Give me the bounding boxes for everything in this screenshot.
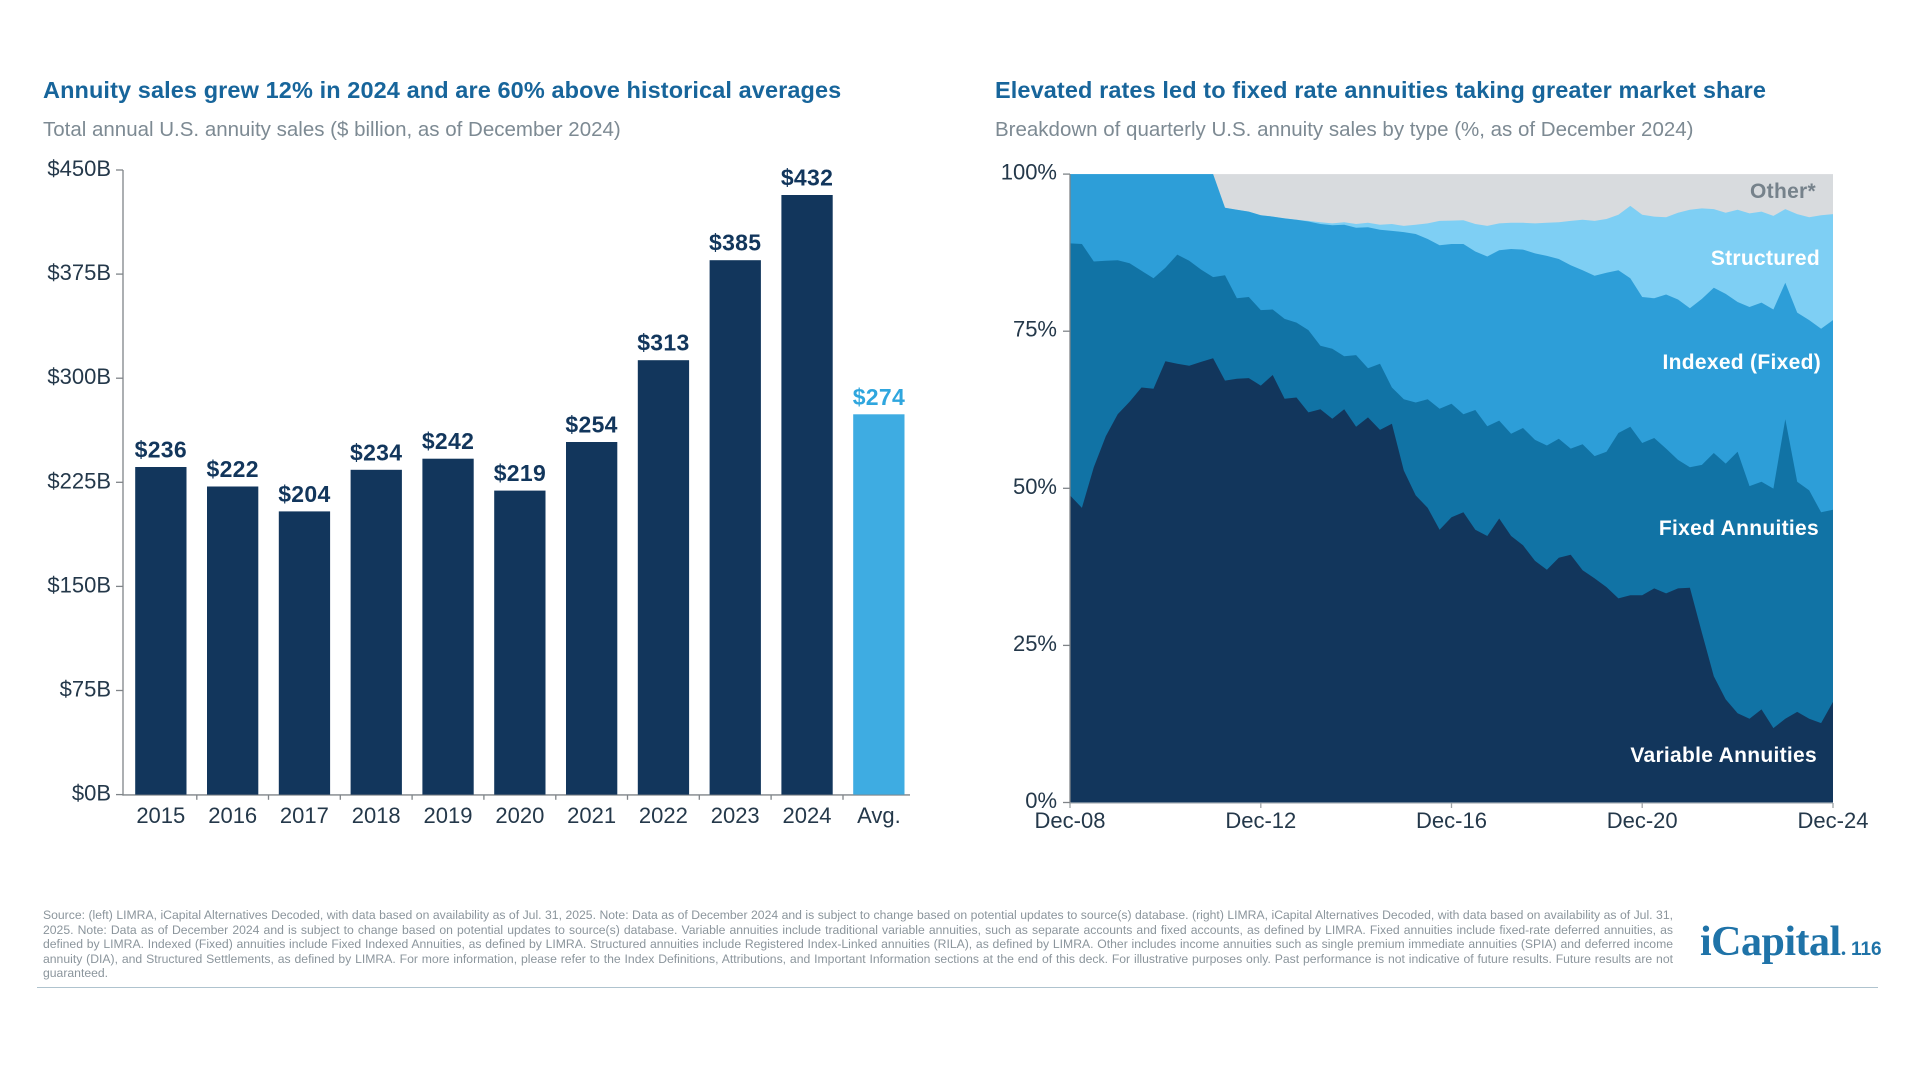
svg-text:$254: $254 [565, 412, 617, 438]
svg-text:Dec-16: Dec-16 [1416, 808, 1487, 833]
svg-text:2021: 2021 [567, 803, 616, 828]
svg-text:$450B: $450B [47, 156, 111, 181]
svg-text:2017: 2017 [280, 803, 329, 828]
svg-text:Dec-12: Dec-12 [1225, 808, 1296, 833]
svg-text:2020: 2020 [495, 803, 544, 828]
svg-text:$234: $234 [350, 439, 402, 465]
svg-text:25%: 25% [1013, 631, 1057, 656]
svg-text:$204: $204 [278, 481, 330, 507]
svg-text:Structured: Structured [1711, 247, 1820, 270]
svg-text:Fixed Annuities: Fixed Annuities [1659, 517, 1819, 540]
svg-text:Dec-24: Dec-24 [1798, 808, 1869, 833]
svg-text:$242: $242 [422, 428, 474, 454]
svg-text:2019: 2019 [424, 803, 473, 828]
svg-text:$219: $219 [494, 460, 546, 486]
svg-text:$75B: $75B [60, 677, 111, 702]
svg-text:2018: 2018 [352, 803, 401, 828]
svg-text:2015: 2015 [136, 803, 185, 828]
svg-text:$375B: $375B [47, 260, 111, 285]
svg-text:Dec-08: Dec-08 [1035, 808, 1106, 833]
svg-text:$313: $313 [637, 330, 689, 356]
svg-text:2016: 2016 [208, 803, 257, 828]
svg-text:75%: 75% [1013, 317, 1057, 342]
svg-text:$225B: $225B [47, 468, 111, 493]
svg-text:Indexed (Fixed): Indexed (Fixed) [1662, 351, 1821, 374]
svg-text:$236: $236 [135, 437, 187, 463]
svg-text:Dec-20: Dec-20 [1607, 808, 1678, 833]
svg-text:Other*: Other* [1750, 180, 1817, 203]
svg-text:2024: 2024 [783, 803, 832, 828]
svg-text:Variable Annuities: Variable Annuities [1630, 744, 1817, 767]
svg-text:2023: 2023 [711, 803, 760, 828]
svg-text:$0B: $0B [72, 781, 111, 806]
svg-text:$385: $385 [709, 230, 761, 256]
svg-text:$432: $432 [781, 165, 833, 191]
svg-text:$150B: $150B [47, 572, 111, 597]
svg-text:50%: 50% [1013, 474, 1057, 499]
svg-text:100%: 100% [1001, 160, 1057, 185]
svg-text:2022: 2022 [639, 803, 688, 828]
svg-text:$222: $222 [207, 456, 259, 482]
svg-text:0%: 0% [1025, 788, 1057, 813]
svg-text:Avg.: Avg. [857, 803, 901, 828]
svg-text:$300B: $300B [47, 364, 111, 389]
svg-text:$274: $274 [853, 384, 905, 410]
